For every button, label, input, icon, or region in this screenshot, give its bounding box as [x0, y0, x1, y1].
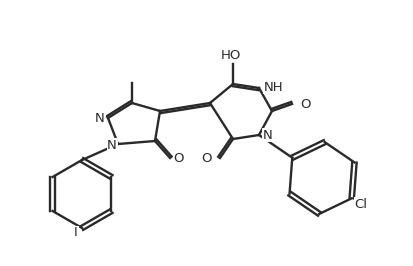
Text: N: N — [262, 128, 272, 142]
Text: I: I — [74, 227, 78, 239]
Text: N: N — [95, 111, 105, 124]
Text: O: O — [299, 98, 310, 110]
Text: HO: HO — [220, 48, 241, 61]
Text: Cl: Cl — [354, 198, 367, 211]
Text: O: O — [173, 152, 184, 164]
Text: O: O — [201, 152, 211, 164]
Text: N: N — [107, 139, 117, 152]
Text: NH: NH — [263, 81, 283, 94]
